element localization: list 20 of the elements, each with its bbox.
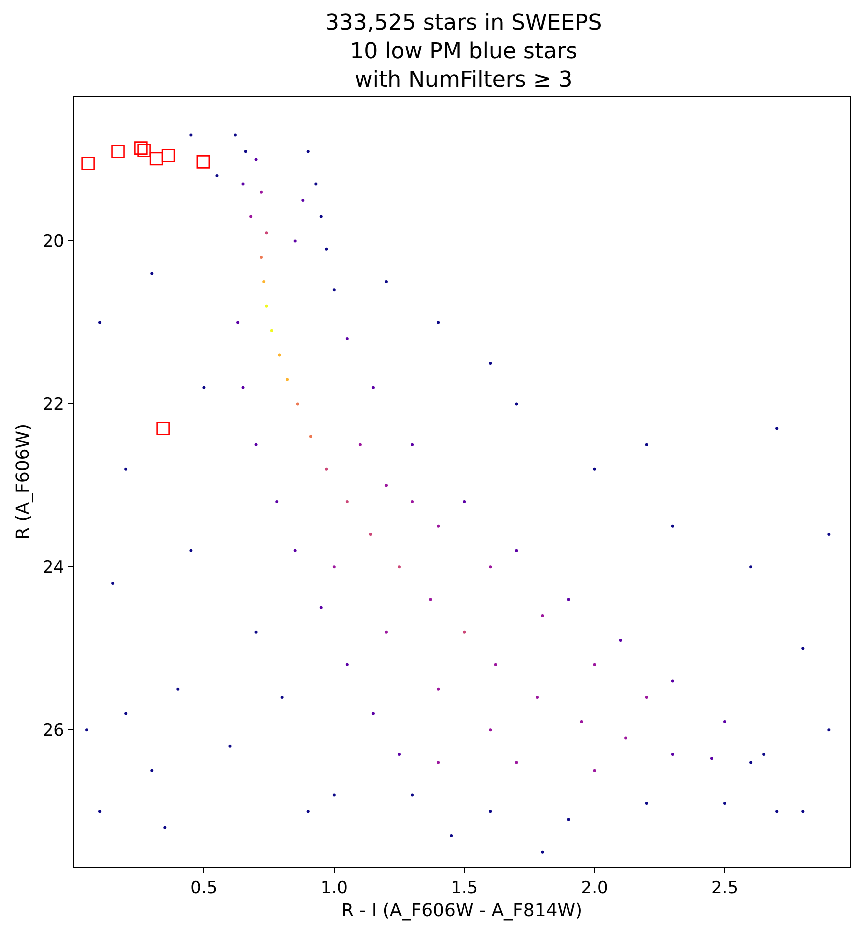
point — [162, 149, 176, 162]
y-tick-label: 20 — [42, 232, 64, 252]
point — [138, 144, 151, 158]
point — [156, 422, 170, 436]
point — [82, 157, 95, 170]
x-axis-title: R - I (A_F606W - A_F814W) — [341, 900, 583, 922]
y-tick-label: 24 — [42, 558, 64, 578]
y-tick-label: 26 — [42, 721, 64, 742]
x-tick-label: 1.5 — [451, 878, 478, 898]
point — [150, 152, 164, 166]
x-tick-label: 2.0 — [581, 878, 608, 898]
x-tick-label: 2.5 — [711, 878, 739, 898]
point — [112, 144, 125, 158]
y-axis-title: R (A_F606W) — [13, 424, 34, 540]
point — [134, 142, 148, 155]
point — [196, 156, 210, 169]
chart-title: 333,525 stars in SWEEPS 10 low PM blue stars with NumFilters ≥ 3 — [325, 10, 602, 94]
y-tick-label: 22 — [42, 395, 64, 416]
x-tick-label: 1.0 — [320, 878, 348, 898]
x-tick-label: 0.5 — [190, 878, 218, 898]
